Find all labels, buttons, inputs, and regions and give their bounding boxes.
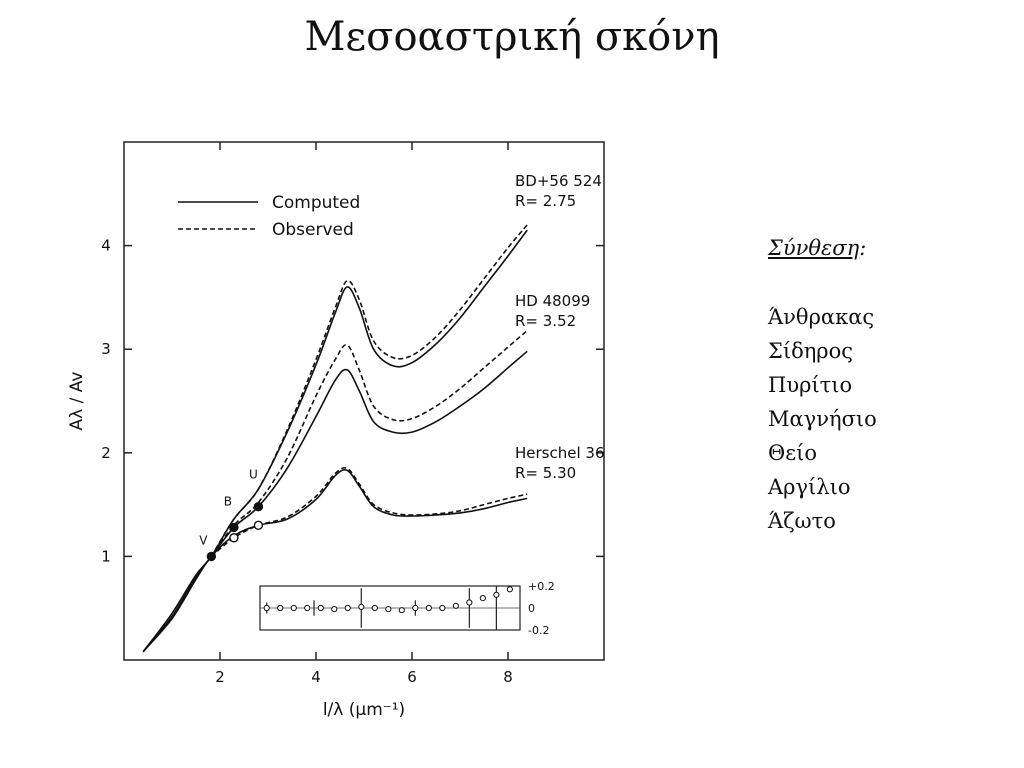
inset-residual-point [358,603,365,610]
inset-residual-point [493,591,500,598]
star-label: HD 48099 [515,292,590,310]
extinction-chart: 2 4 6 8 1 2 3 4 l/λ (μm⁻¹) Aλ / Av V B U BD+56 524 R= … [60,120,620,740]
band-point [229,533,239,543]
composition-item: Πυρίτιο [768,373,853,397]
inset-residual-point [331,606,338,613]
star-r-label: R= 2.75 [515,192,576,210]
composition-panel: Σύνθεση: Άνθρακας Σίδηρος Πυρίτιο Μαγνήσιο Θ… [768,236,1008,538]
band-point [206,551,217,562]
band-label: B [224,494,232,508]
inset-residual-point [452,602,459,609]
inset-tick-label: 0 [528,602,535,615]
slide-title: Μεσοαστρική σκόνη [304,14,720,60]
inset-residual-point [412,604,419,612]
star-r-label: R= 5.30 [515,464,576,482]
inset-residual-point [439,604,446,612]
inset-residual-point [290,604,297,612]
band-label: U [249,468,258,482]
y-tick-label: 3 [101,340,111,358]
x-axis-label: l/λ (μm⁻¹) [323,700,405,720]
composition-heading-colon: : [859,236,867,260]
series-line-observed [210,466,528,558]
composition-list: Άνθρακας Σίδηρος Πυρίτιο Μαγνήσιο Θείο Αργίλι… [768,300,1008,538]
band-point [253,501,264,512]
x-tick-label: 2 [215,668,225,686]
x-tick-label: 6 [407,668,417,686]
inset-residual-point [263,604,270,612]
composition-item: Σίδηρος [768,339,854,363]
x-tick-label: 8 [503,668,513,686]
composition-heading: Σύνθεση [768,236,860,260]
band-point [253,520,264,531]
inset-residual-point [466,599,473,606]
star-label: BD+56 524 [515,172,602,190]
inset-tick-label: -0.2 [528,624,549,637]
inset-residual-point [506,586,513,593]
star-label: Herschel 36 [515,444,605,462]
inset-residual-point [425,604,432,612]
series-line-observed [210,329,528,557]
inset-residual-point [344,604,351,612]
series-line-observed [210,224,528,557]
composition-item: Άνθρακας [768,305,875,329]
inset-residual-point [385,606,392,613]
y-tick-label: 4 [101,237,111,255]
inset-residual-point [479,595,486,602]
x-tick-label: 4 [311,668,321,686]
y-tick-label: 1 [101,547,111,565]
plot-frame [123,141,605,661]
band-point [229,522,239,533]
inset-residual-point [277,604,284,612]
inset-tick-label: +0.2 [528,580,555,593]
star-r-label: R= 3.52 [515,312,576,330]
inset-residual-point [317,604,324,612]
composition-item: Άζωτο [768,509,836,533]
legend-observed-label: Observed [272,220,354,240]
inset-residual-point [398,607,405,614]
composition-item: Αργίλιο [768,475,851,499]
y-axis-label: Aλ / Av [67,372,87,431]
composition-item: Μαγνήσιο [768,407,877,431]
band-label: V [199,533,208,547]
legend-computed-label: Computed [272,193,360,213]
inset-residual-point [371,604,378,612]
inset-residual-point [304,604,311,612]
y-tick-label: 2 [101,444,111,462]
composition-item: Θείο [768,441,817,465]
